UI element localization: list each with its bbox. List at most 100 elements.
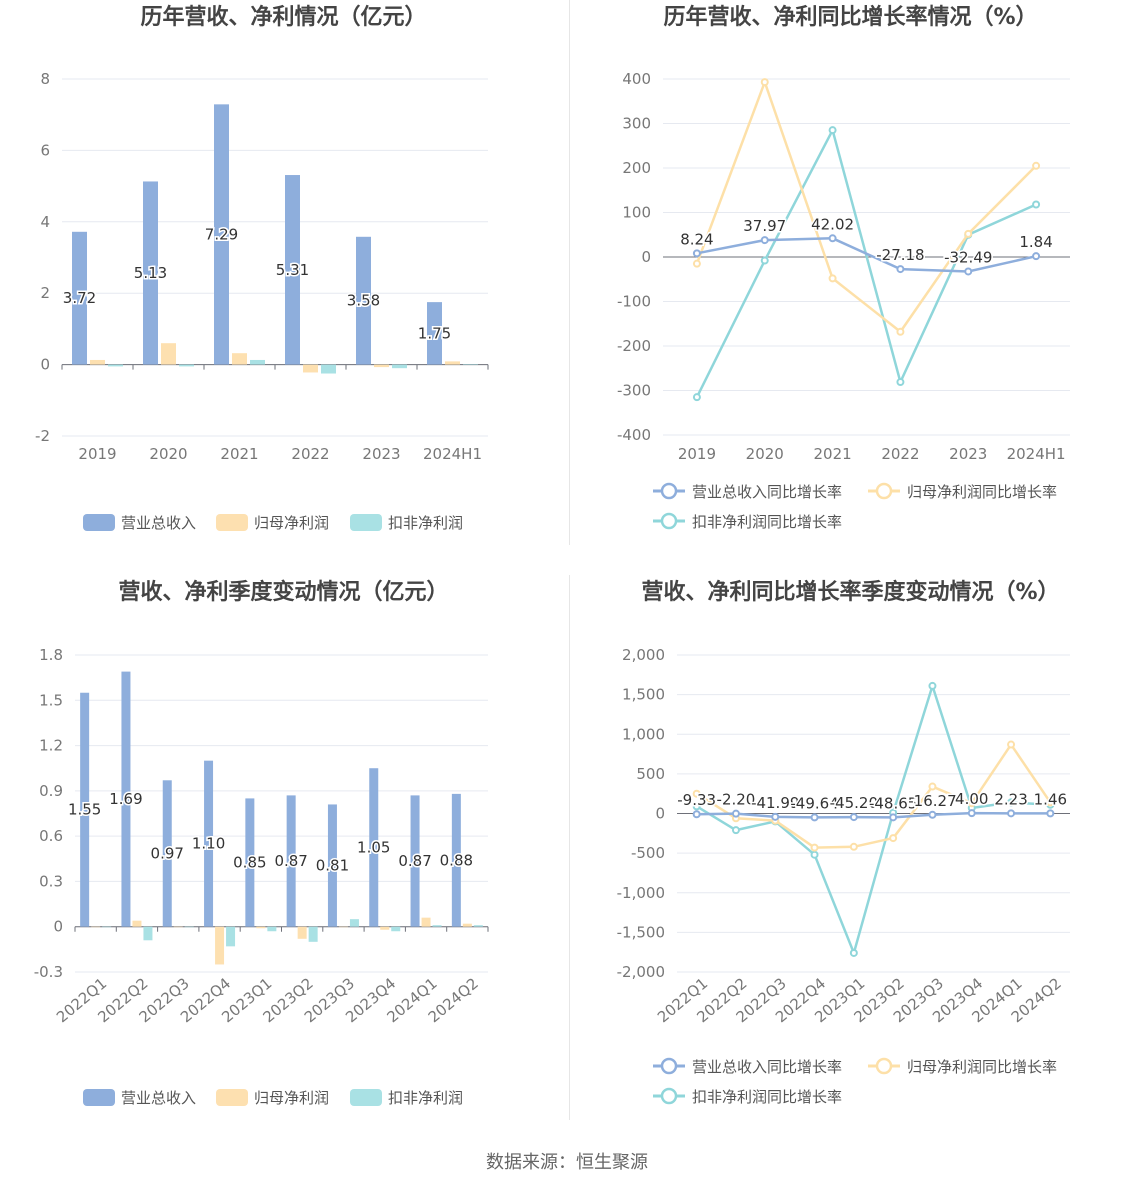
y-tick-label: -100 bbox=[617, 293, 651, 311]
y-tick-label: -500 bbox=[631, 844, 665, 862]
y-tick-label: 0.6 bbox=[39, 827, 63, 845]
data-point bbox=[760, 236, 769, 245]
data-point bbox=[828, 234, 837, 243]
divider-top bbox=[569, 0, 570, 545]
bar-deducted-profit bbox=[349, 919, 359, 927]
bar-revenue bbox=[72, 231, 87, 365]
data-point bbox=[964, 267, 973, 276]
bar-revenue bbox=[214, 104, 229, 365]
legend-label: 营业总收入 bbox=[121, 1089, 196, 1107]
x-tick-label: 2022 bbox=[291, 445, 329, 463]
bar-value-label: 0.97 bbox=[151, 845, 184, 863]
bar-value-label: 5.31 bbox=[276, 261, 309, 279]
bar-net-profit bbox=[338, 926, 348, 928]
y-tick-label: 2,000 bbox=[622, 646, 665, 664]
legend-label: 归母净利润同比增长率 bbox=[907, 1058, 1057, 1076]
line-value-label: 1.46 bbox=[1034, 790, 1067, 808]
y-tick-label: 0.9 bbox=[39, 782, 63, 800]
bar-deducted-profit bbox=[473, 925, 483, 927]
legend-swatch bbox=[83, 514, 115, 531]
line-value-label: 4.00 bbox=[955, 790, 988, 808]
data-point bbox=[1007, 798, 1016, 807]
bar-net-profit bbox=[303, 364, 318, 373]
data-point bbox=[771, 812, 780, 821]
data-point bbox=[1032, 200, 1041, 209]
legend-marker bbox=[875, 482, 893, 500]
bar-value-label: 1.55 bbox=[68, 801, 101, 819]
bar-value-label: 1.69 bbox=[109, 790, 142, 808]
bar-revenue bbox=[162, 780, 172, 927]
annual-revenue-profit-chart: 历年营收、净利情况（亿元） -2 0 2 4 6 8 2019 2020 2021 2022 2023… bbox=[35, 4, 489, 532]
data-point bbox=[928, 782, 937, 791]
bar-deducted-profit bbox=[321, 364, 336, 374]
y-tick-label: -2 bbox=[35, 427, 50, 445]
line-value-label: 42.02 bbox=[811, 215, 854, 233]
y-tick-label: -200 bbox=[617, 337, 651, 355]
data-point bbox=[760, 78, 769, 87]
legend-label: 归母净利润 bbox=[254, 1089, 329, 1107]
legend-label: 扣非净利润 bbox=[388, 1089, 463, 1107]
legend-label: 扣非净利润 bbox=[388, 514, 463, 532]
legend-label: 营业总收入同比增长率 bbox=[692, 483, 842, 501]
legend-marker bbox=[660, 482, 678, 500]
x-tick-label: 2022 bbox=[881, 445, 919, 463]
quarterly-growth-rate-chart: 营收、净利同比增长率季度变动情况（%） -2,000 -1,500 -1,000 -50… bbox=[617, 579, 1070, 1106]
y-tick-label: -1,500 bbox=[617, 923, 665, 941]
x-tick-label: 2021 bbox=[813, 445, 851, 463]
chart-title: 历年营收、净利同比增长率情况（%） bbox=[663, 4, 1037, 30]
series-line-2 bbox=[696, 681, 1051, 957]
line-value-label: -41.99 bbox=[751, 794, 799, 812]
data-point bbox=[810, 813, 819, 822]
legend-swatch bbox=[350, 514, 382, 531]
legend-swatch bbox=[216, 1089, 248, 1106]
bar-net-profit bbox=[256, 926, 266, 929]
data-point bbox=[928, 681, 937, 690]
x-tick-label: 2024H1 bbox=[1007, 445, 1066, 463]
line-value-label: 1.84 bbox=[1019, 233, 1052, 251]
y-tick-label: 0 bbox=[40, 356, 50, 374]
y-tick-label: 4 bbox=[40, 213, 50, 231]
x-tick-label: 2019 bbox=[78, 445, 116, 463]
data-point bbox=[692, 259, 701, 268]
data-point bbox=[967, 809, 976, 818]
bar-deducted-profit bbox=[250, 359, 265, 365]
bar-value-label: 7.29 bbox=[205, 225, 238, 243]
bar-deducted-profit bbox=[267, 926, 277, 932]
y-tick-label: -0.3 bbox=[34, 963, 63, 981]
bar-deducted-profit bbox=[226, 926, 236, 947]
data-point bbox=[828, 126, 837, 135]
quarterly-revenue-profit-chart: 营收、净利季度变动情况（亿元）-0.300.30.60.91.21.51.820… bbox=[34, 579, 489, 1107]
bar-deducted-profit bbox=[463, 364, 478, 365]
data-point bbox=[692, 249, 701, 258]
y-tick-label: 6 bbox=[40, 141, 50, 159]
legend-label: 扣非净利润同比增长率 bbox=[692, 513, 842, 531]
bar-value-label: 1.75 bbox=[418, 324, 451, 342]
line-value-label: -9.33 bbox=[677, 791, 716, 809]
data-point bbox=[810, 850, 819, 859]
bar-net-profit bbox=[421, 917, 431, 927]
y-tick-label: 200 bbox=[622, 159, 651, 177]
annual-growth-rate-chart: 历年营收、净利同比增长率情况（%） -400 -300 -200 -100 0 100 200… bbox=[617, 4, 1070, 531]
bar-revenue bbox=[121, 671, 131, 927]
y-tick-label: 500 bbox=[636, 765, 665, 783]
x-tick-label: 2023 bbox=[949, 445, 987, 463]
data-point bbox=[1046, 798, 1055, 807]
data-point bbox=[1032, 252, 1041, 261]
legend-label: 营业总收入 bbox=[121, 514, 196, 532]
divider-bottom bbox=[569, 575, 570, 1120]
bar-net-profit bbox=[462, 923, 472, 927]
x-tick-label: 2021 bbox=[220, 445, 258, 463]
y-tick-label: 0 bbox=[655, 805, 665, 823]
y-tick-label: 0 bbox=[53, 918, 63, 936]
line-value-label: -16.27 bbox=[908, 792, 956, 810]
y-tick-label: 0.3 bbox=[39, 872, 63, 890]
line-value-label: 8.24 bbox=[680, 230, 713, 248]
y-tick-label: -2,000 bbox=[617, 963, 665, 981]
legend-marker bbox=[660, 1087, 678, 1105]
y-tick-label: -300 bbox=[617, 382, 651, 400]
x-tick-label: 2020 bbox=[746, 445, 784, 463]
legend-label: 营业总收入同比增长率 bbox=[692, 1058, 842, 1076]
x-tick-label: 2020 bbox=[149, 445, 187, 463]
bar-revenue bbox=[143, 181, 158, 365]
data-point bbox=[896, 327, 905, 336]
